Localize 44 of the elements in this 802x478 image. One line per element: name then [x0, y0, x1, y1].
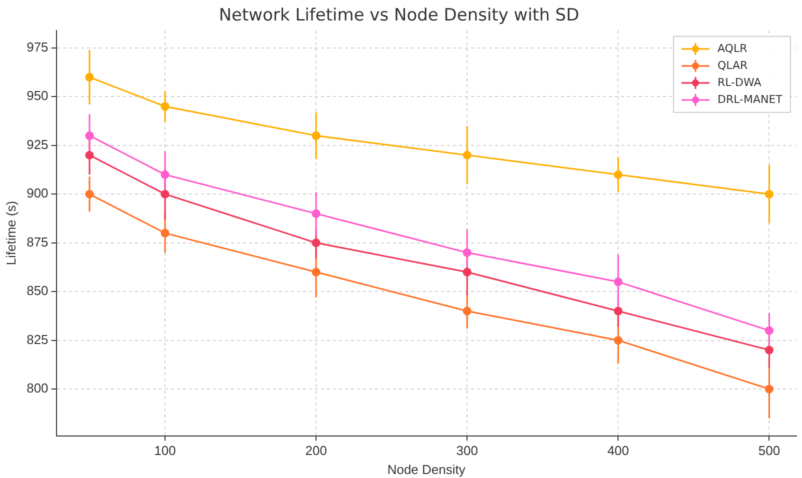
point: [85, 190, 94, 198]
point: [614, 306, 622, 316]
point: [160, 190, 170, 198]
x-tick-label: 500: [758, 443, 780, 458]
point: [160, 102, 170, 111]
point: [160, 170, 170, 179]
y-tick-label: 950: [26, 88, 48, 104]
y-tick-label: 800: [26, 380, 48, 396]
y-tick-label: 875: [26, 234, 48, 250]
point: [764, 326, 774, 335]
point: [85, 150, 94, 160]
x-tick-label: 400: [607, 443, 630, 458]
x-tick-label: 200: [305, 443, 327, 458]
point: [462, 268, 472, 276]
point: [462, 306, 472, 316]
y-tick-label: 825: [26, 332, 48, 347]
point: [764, 190, 774, 198]
point: [614, 170, 622, 179]
legend-label: DRL-MANET: [717, 92, 783, 106]
legend-label: AQLR: [717, 42, 748, 55]
point: [462, 248, 472, 257]
point: [614, 278, 622, 286]
y-tick-label: 900: [26, 186, 48, 201]
point: [312, 209, 320, 218]
y-axis-title: Lifetime (s): [3, 200, 18, 266]
x-axis-title: Node Density: [387, 462, 466, 477]
point: [85, 131, 94, 140]
point: [312, 131, 320, 140]
chart-title: Network Lifetime vs Node Density with SD: [218, 6, 580, 26]
y-tick-label: 975: [26, 40, 48, 55]
point: [462, 150, 472, 160]
x-tick-label: 100: [154, 443, 176, 458]
y-tick-label: 925: [26, 136, 48, 152]
point: [85, 72, 94, 82]
y-tick-label: 850: [26, 283, 48, 298]
point: [764, 346, 774, 354]
legend-label: RL-DWA: [717, 76, 762, 89]
point: [160, 228, 170, 238]
x-tick-label: 300: [456, 443, 478, 458]
point: [312, 238, 320, 248]
point: [312, 268, 320, 276]
point: [614, 336, 622, 345]
point: [764, 384, 774, 394]
legend-label: QLAR: [717, 58, 748, 72]
